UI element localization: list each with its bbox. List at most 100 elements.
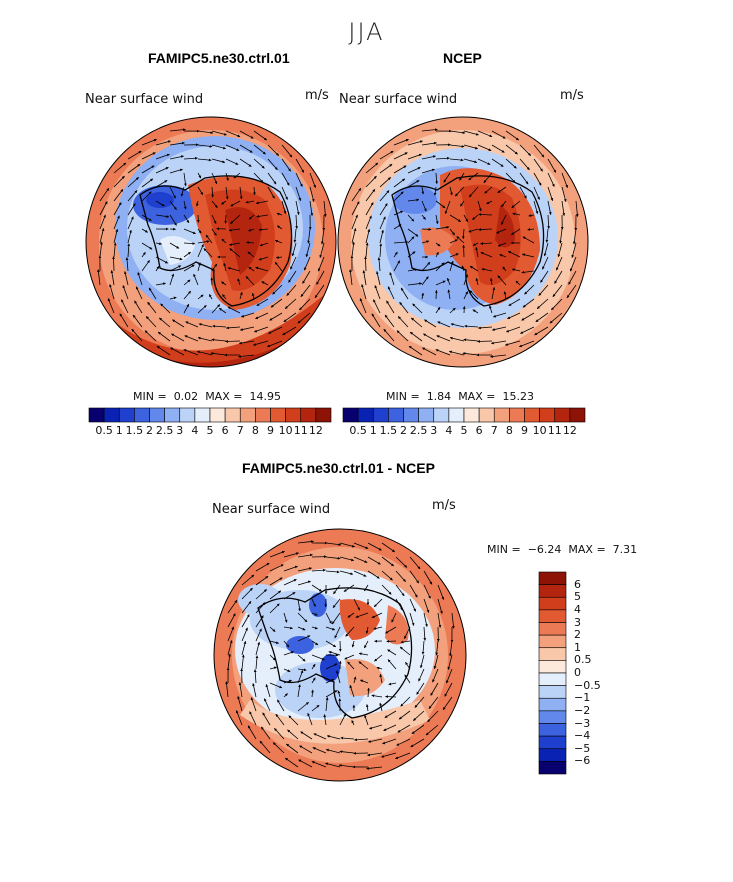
wind-vector <box>269 603 280 614</box>
colorbar-1-tick-label: 1 <box>115 424 123 437</box>
wind-vector <box>255 266 269 272</box>
wind-vector <box>496 228 507 234</box>
colorbar-3-tick-label: −1 <box>574 691 591 705</box>
wind-vector <box>443 172 451 183</box>
wind-vector <box>172 319 185 328</box>
colorbar-2-swatch <box>478 407 495 423</box>
wind-vector <box>393 152 408 160</box>
wind-vector <box>511 228 521 236</box>
wind-vector <box>335 670 341 684</box>
wind-vector <box>309 186 315 203</box>
wind-vector <box>363 640 369 649</box>
wind-vector <box>184 335 199 342</box>
panel-3-units: m/s <box>432 498 456 513</box>
wind-vector <box>361 284 367 300</box>
colorbar-2-swatch <box>524 407 540 423</box>
wind-vector <box>362 270 367 286</box>
wind-vector <box>155 180 168 188</box>
wind-vector <box>185 321 199 328</box>
wind-vector <box>241 654 245 670</box>
colorbar-1-tick-label: 12 <box>308 424 323 437</box>
wind-vector <box>241 574 255 586</box>
wind-vector <box>480 242 493 245</box>
wind-vector <box>211 186 214 198</box>
wind-vector <box>437 584 445 600</box>
colorbar-3-tick-label: 6 <box>574 577 581 591</box>
wind-vector <box>399 646 411 656</box>
colorbar-2-tick-label: 2.5 <box>409 424 428 437</box>
wind-vector <box>347 612 355 618</box>
wind-vector <box>99 201 108 216</box>
wind-vector <box>407 282 423 286</box>
wind-vector <box>383 328 395 342</box>
wind-vector <box>127 163 141 174</box>
wind-vector <box>379 243 383 258</box>
wind-vector <box>561 172 568 188</box>
wind-vector <box>211 172 218 185</box>
wind-vector <box>374 654 383 662</box>
wind-vector <box>218 307 227 314</box>
colorbar-1-swatch <box>164 407 181 423</box>
wind-vector <box>211 144 227 150</box>
wind-vector <box>283 612 288 623</box>
wind-vector <box>489 278 493 286</box>
wind-vector <box>468 228 479 233</box>
wind-vector <box>282 326 297 336</box>
colorbar-2-tick-label: 4 <box>445 424 453 437</box>
wind-vector <box>300 284 311 298</box>
wind-vector <box>549 312 563 324</box>
wind-vector <box>311 640 319 646</box>
wind-vector <box>238 682 243 698</box>
wind-vector <box>131 328 143 342</box>
wind-vector <box>365 626 369 634</box>
wind-vector <box>239 158 252 167</box>
colorbar-1-swatch <box>285 407 302 423</box>
wind-vector <box>364 256 367 272</box>
colorbar-3-swatch <box>538 723 567 737</box>
wind-vector <box>286 743 299 754</box>
wind-vector <box>107 298 115 314</box>
wind-vector <box>551 298 563 311</box>
wind-vector <box>351 241 355 258</box>
wind-vector <box>433 186 437 196</box>
wind-vector <box>491 144 505 153</box>
colorbar-3-tick-label: 3 <box>574 615 581 629</box>
wind-vector <box>421 128 438 132</box>
wind-vector <box>463 338 479 342</box>
wind-vector <box>283 552 299 558</box>
wind-vector <box>423 598 430 613</box>
panel-2-variable: Near surface wind <box>339 92 458 107</box>
wind-vector <box>212 324 227 328</box>
wind-vector <box>297 312 311 324</box>
colorbar-2-tick-label: 2 <box>400 424 407 437</box>
wind-vector <box>295 172 303 187</box>
wind-vector <box>297 612 308 623</box>
colorbar-3-swatch <box>538 685 567 699</box>
wind-vector <box>435 640 439 656</box>
wind-vector <box>400 640 411 644</box>
wind-vector <box>339 750 355 754</box>
wind-vector <box>407 236 415 244</box>
wind-vector <box>183 172 187 187</box>
wind-vector <box>325 626 336 631</box>
wind-vector <box>554 270 563 284</box>
colorbar-2-swatch <box>433 407 450 423</box>
colorbar-1-tick-label: 1.5 <box>125 424 144 437</box>
wind-vector <box>421 141 437 146</box>
wind-vector <box>379 150 394 160</box>
wind-vector <box>411 724 425 735</box>
wind-vector <box>351 187 362 202</box>
wind-vector <box>449 144 465 148</box>
wind-vector <box>297 654 306 662</box>
wind-vector <box>255 575 269 586</box>
wind-vector <box>225 158 239 165</box>
wind-vector <box>490 354 507 358</box>
wind-vector <box>449 239 458 244</box>
wind-vector <box>319 242 325 258</box>
wind-vector <box>198 323 213 328</box>
colorbar-1-swatch <box>255 407 271 423</box>
wind-vector <box>522 236 535 244</box>
wind-vector <box>507 312 521 320</box>
wind-vector <box>155 167 169 174</box>
wind-vector <box>397 316 409 328</box>
